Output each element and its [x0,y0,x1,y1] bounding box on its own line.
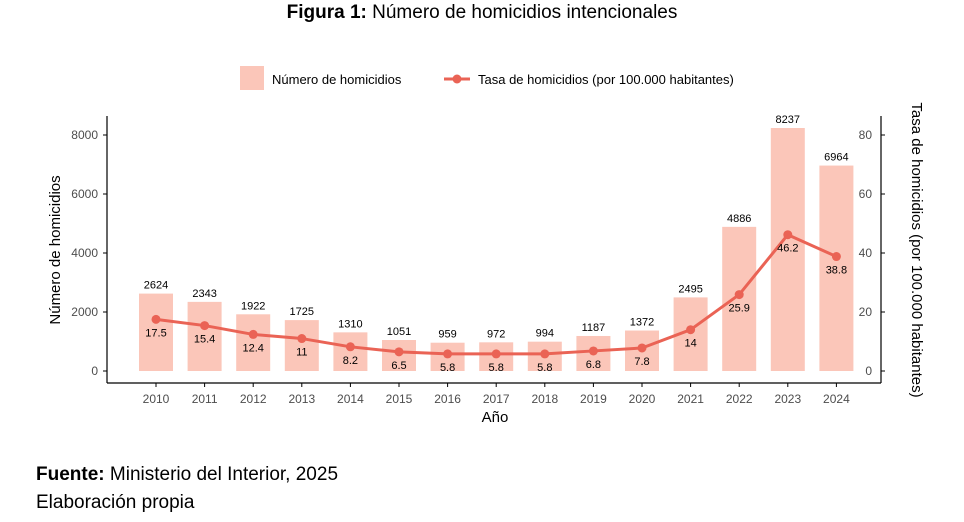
rate-value-label: 5.8 [537,362,552,374]
source-block: Fuente: Ministerio del Interior, 2025 El… [36,461,338,517]
x-tick-label: 2016 [434,392,461,406]
bar-value-label: 2343 [192,288,216,300]
bar-value-label: 2495 [678,283,702,295]
rate-value-label: 7.8 [634,356,649,368]
rate-point-2014 [345,342,355,352]
x-tick-label: 2010 [143,392,170,406]
rate-point-2024 [831,252,841,262]
bar-2014 [333,332,368,371]
y-right-tick-label: 20 [859,305,873,319]
rate-point-2023 [783,230,793,240]
y-tick-label: 0 [91,364,98,378]
rate-point-2021 [686,325,696,335]
x-tick-label: 2013 [288,392,315,406]
rate-value-label: 25.9 [728,303,749,315]
figure-title: Figura 1: Número de homicidios intencion… [0,2,964,24]
x-tick-label: 2021 [677,392,704,406]
y-tick-label: 4000 [71,246,98,260]
rate-value-label: 6.8 [586,359,601,371]
bar-2012 [236,314,271,371]
rate-point-2011 [200,321,210,331]
rate-value-label: 14 [684,338,696,350]
rate-value-label: 6.5 [391,360,406,372]
x-tick-label: 2014 [337,392,364,406]
bar-value-label: 6964 [824,152,848,164]
y-right-tick-label: 60 [859,187,873,201]
x-axis-title: Año [482,409,509,426]
legend: Número de homicidios Tasa de homicidios … [240,66,734,90]
source-text: Ministerio del Interior, 2025 [109,464,339,485]
rate-value-label: 12.4 [242,342,263,354]
bar-value-label: 1372 [630,317,654,329]
rate-value-label: 46.2 [777,243,798,255]
x-tick-label: 2011 [192,392,218,406]
x-tick-label: 2015 [386,392,413,406]
y-right-tick-label: 0 [865,364,872,378]
rate-value-label: 8.2 [343,355,358,367]
y-axis-right-title: Tasa de homicidios (por 100.000 habitant… [908,102,925,397]
y-right-tick-label: 40 [859,246,873,260]
y-tick-label: 2000 [71,305,98,319]
legend-bar-label: Número de homicidios [272,72,402,87]
rate-point-2019 [588,346,598,356]
bar-value-label: 994 [536,328,554,340]
rate-point-2013 [297,334,307,344]
bar-value-label: 972 [487,328,505,340]
y-right-tick-label: 80 [859,128,873,142]
rate-value-label: 17.5 [145,327,166,339]
bar-2013 [284,320,319,371]
x-tick-label: 2019 [580,392,607,406]
rate-point-2010 [151,314,161,324]
x-tick-label: 2024 [823,392,850,406]
x-tick-label: 2023 [774,392,801,406]
bar-value-label: 959 [438,329,456,341]
legend-line-label: Tasa de homicidios (por 100.000 habitant… [478,72,734,87]
rate-point-2012 [248,329,258,339]
rate-point-2016 [443,349,453,359]
rate-value-label: 5.8 [440,362,455,374]
rate-value-label: 5.8 [489,362,504,374]
x-tick-label: 2017 [483,392,510,406]
rate-point-2018 [540,349,550,359]
x-tick-label: 2022 [726,392,753,406]
y-tick-label: 6000 [71,187,98,201]
line-group: 17.5 15.4 12.4 11 8.2 6.5 5.8 5.8 5.8 6.8 7.8 14 25.… [145,230,847,374]
rate-point-2017 [491,349,501,359]
legend-bar-swatch [240,66,264,90]
x-tick-label: 2020 [629,392,656,406]
rate-value-label: 38.8 [826,265,847,277]
source-label: Fuente: [36,464,105,485]
rate-value-label: 15.4 [194,334,215,346]
source-note: Elaboración propia [36,492,195,513]
rate-point-2015 [394,347,404,357]
bar-2010 [139,293,173,371]
x-tick-label: 2012 [240,392,267,406]
figure-label: Figura 1: [286,2,367,23]
bar-value-label: 1051 [387,326,411,338]
y-tick-label: 8000 [71,128,98,142]
rate-point-2022 [734,290,744,300]
bar-value-label: 4886 [727,213,751,225]
bar-value-label: 1310 [338,318,362,330]
legend-line-marker [452,74,462,84]
bar-value-label: 1725 [290,306,314,318]
combo-chart: Número de homicidios Tasa de homicidios … [47,66,925,426]
y-axis-title: Número de homicidios [47,175,64,324]
x-tick-label: 2018 [531,392,558,406]
rate-point-2020 [637,343,647,353]
bar-value-label: 1922 [241,300,265,312]
bar-value-label: 1187 [582,322,606,334]
bars-group: 2624 2343 1922 1725 1310 1051 959 972 994 1187 137… [139,114,854,371]
figure-title-text: Número de homicidios intencionales [372,2,678,23]
rate-value-label: 11 [296,347,307,359]
axes-group: 0 2000 4000 6000 8000 0 20 40 60 80 2010 2011 2012 20… [71,116,885,406]
bar-2024 [819,165,854,371]
bar-2011 [187,301,222,371]
bar-value-label: 8237 [776,114,800,126]
bar-value-label: 2624 [144,280,168,292]
